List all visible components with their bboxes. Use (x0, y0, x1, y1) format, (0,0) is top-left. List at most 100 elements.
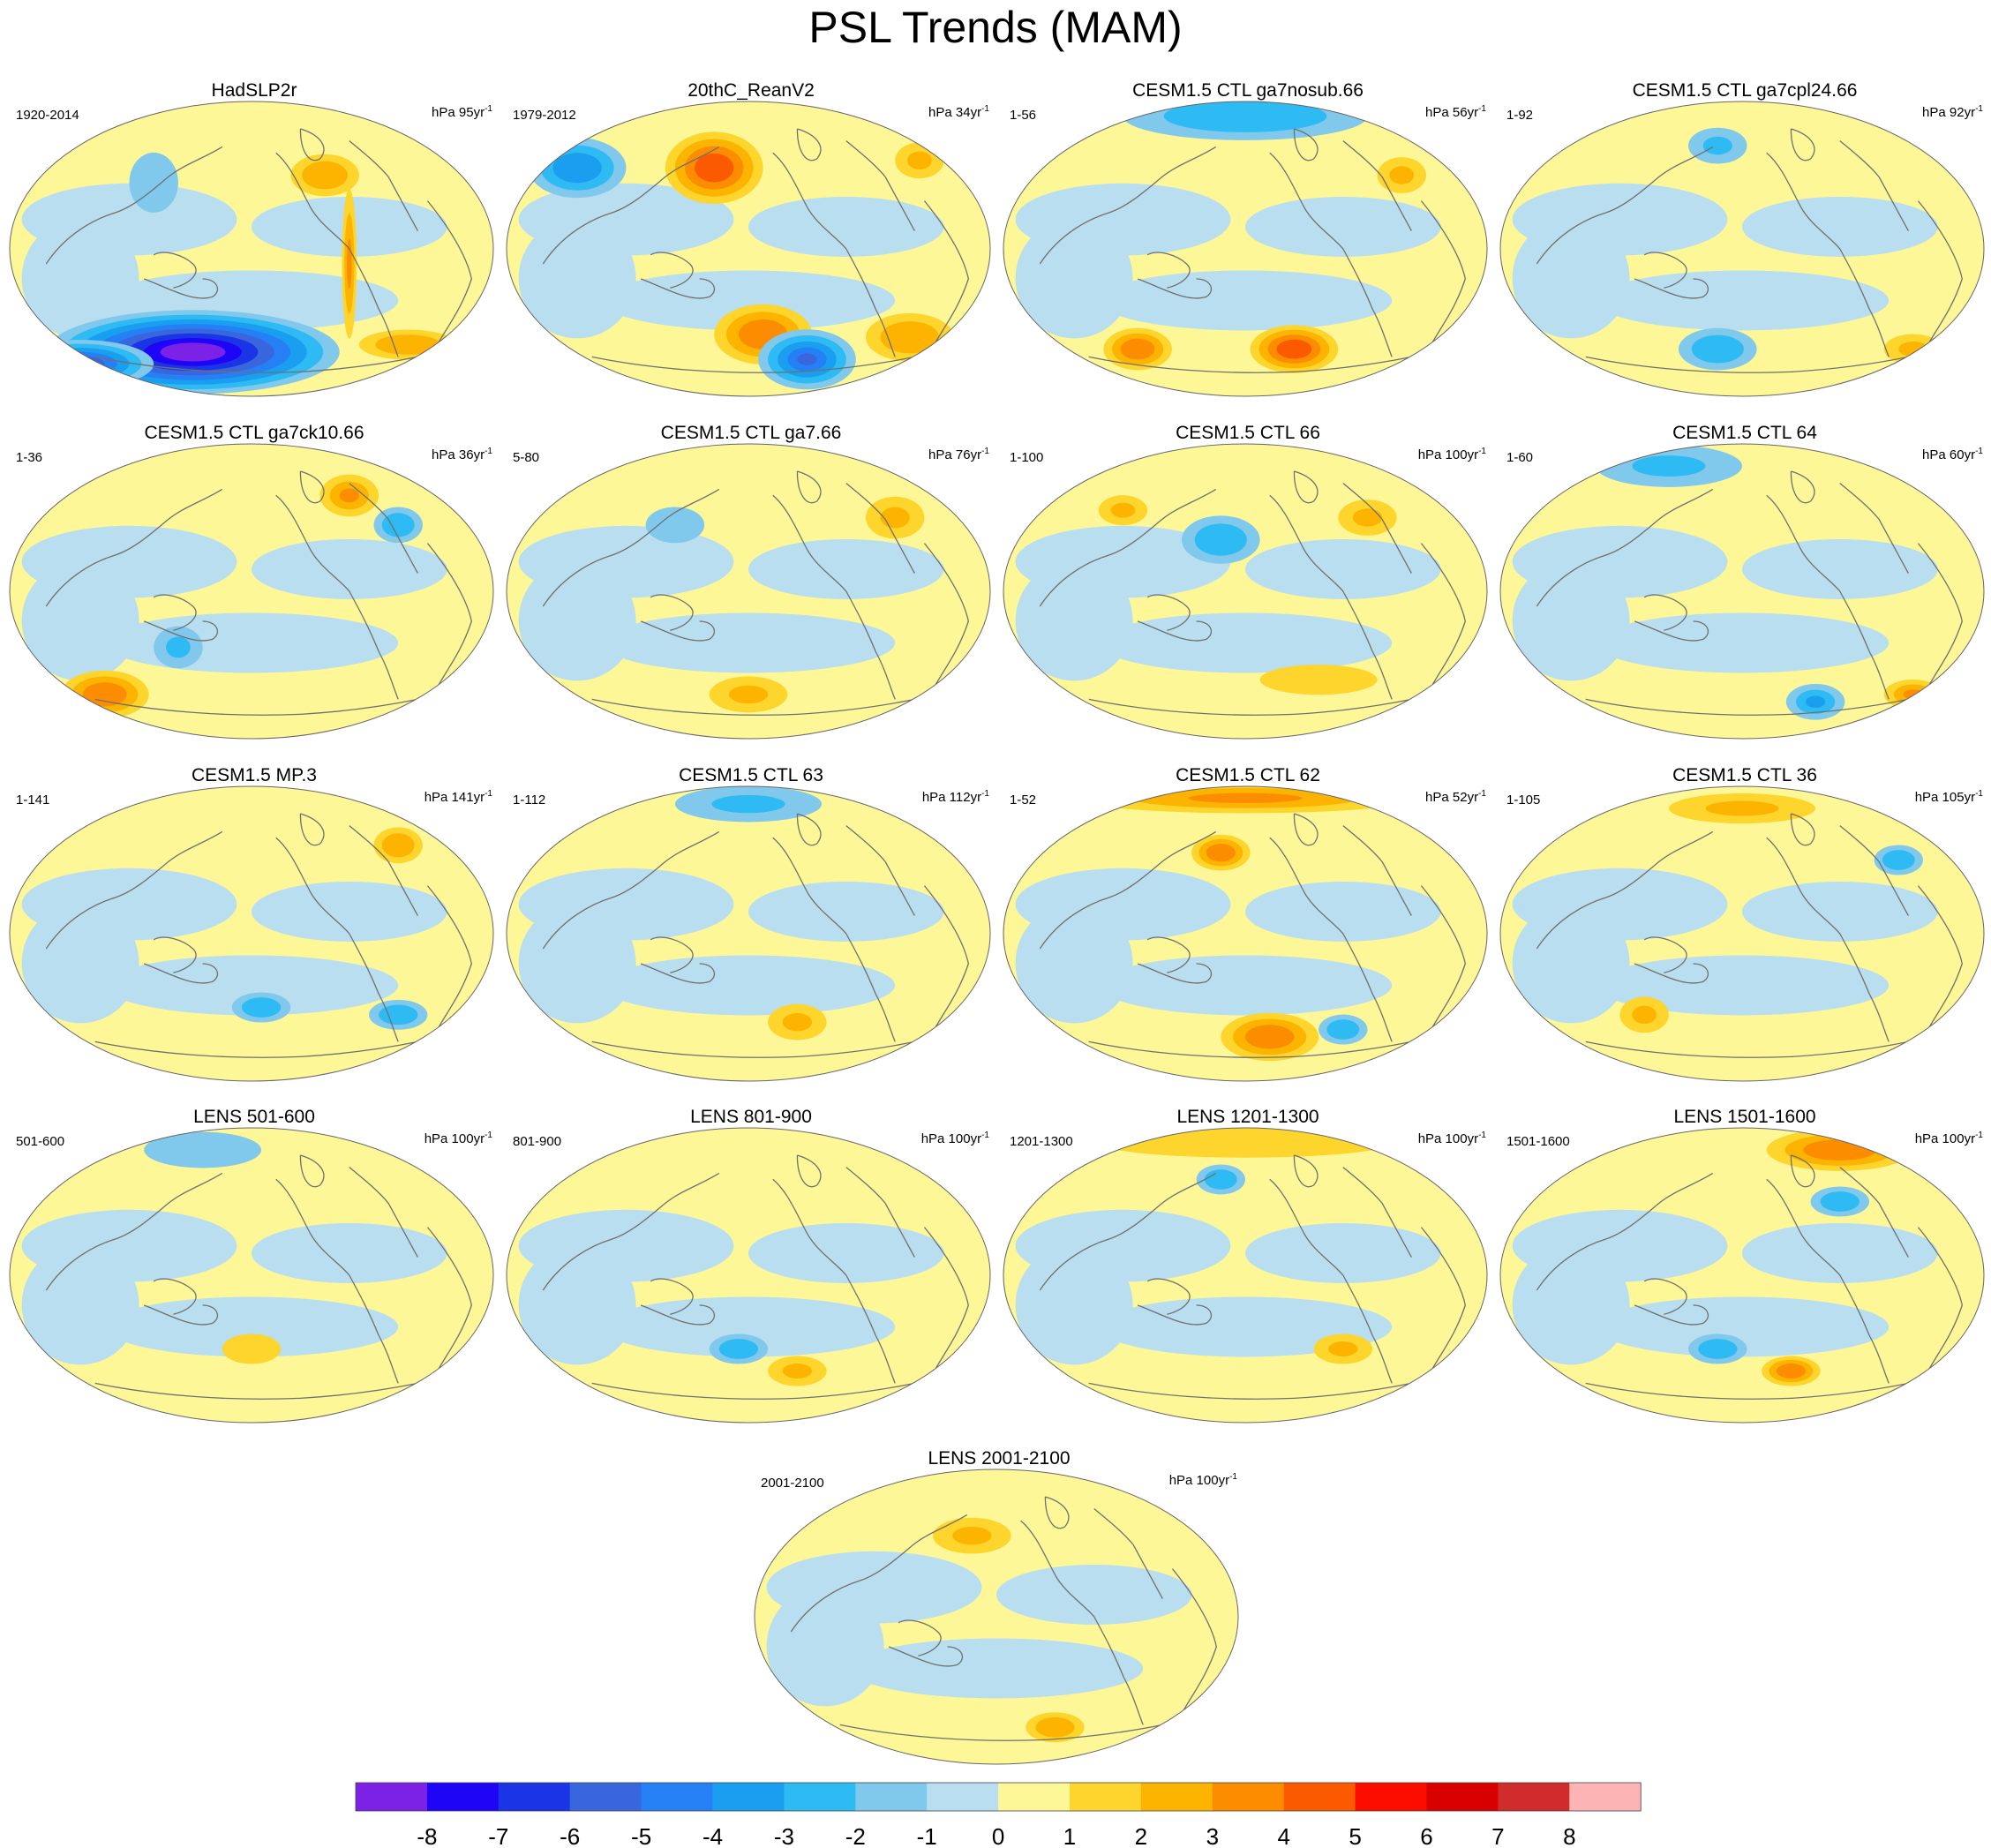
coastline (924, 544, 968, 687)
coastline (154, 1279, 196, 1314)
map-border (1003, 443, 1488, 740)
coastline (427, 1228, 471, 1371)
panel-units-text: hPa 100yr (920, 1131, 982, 1146)
panel-year-range: 801-900 (513, 1134, 562, 1149)
panel-units-exponent: -1 (1478, 1131, 1486, 1140)
panel-title: HadSLP2r (211, 80, 297, 101)
panel-units: hPa 105yr-1 (1915, 789, 1983, 805)
panel-units: hPa 52yr-1 (1425, 789, 1486, 805)
coastline (427, 886, 471, 1030)
map-panel: CESM1.5 CTL 66 1-100 hPa 100yr-1 (1001, 422, 1495, 748)
panel-units-exponent: -1 (1478, 789, 1486, 799)
coastline (1343, 826, 1412, 916)
map-border (754, 1469, 1239, 1765)
map-panel: CESM1.5 CTL ga7.66 5-80 hPa 76yr-1 (504, 422, 998, 748)
map-background-band (1098, 955, 1393, 1016)
trend-contour (1257, 1031, 1282, 1043)
coastline (154, 595, 196, 630)
colorbar-frame (355, 1782, 1642, 1812)
coastline (641, 621, 714, 641)
panel-title: CESM1.5 CTL ga7.66 (660, 423, 842, 443)
coastline (95, 1041, 418, 1057)
map-background-band (601, 612, 896, 673)
coastline (349, 484, 418, 574)
coastline (773, 495, 896, 699)
coastline (1918, 544, 1962, 687)
coastline (543, 1173, 718, 1290)
colorbar-tick-label: 0 (992, 1823, 1004, 1848)
map-panel: LENS 2001-2100 2001-2100 hPa 100yr-1 (752, 1447, 1246, 1774)
trend-contour (166, 636, 191, 658)
panel-title: LENS 1501-1600 (1673, 1107, 1816, 1127)
coastline (924, 886, 968, 1030)
panel-units-text: hPa 112yr (921, 790, 982, 805)
trend-contour (237, 1341, 267, 1356)
map-background-band (1098, 270, 1393, 331)
trend-contour (1389, 166, 1415, 184)
map-border (1499, 443, 1985, 740)
panel-year-range: 1-92 (1506, 108, 1534, 123)
coastline (1918, 886, 1962, 1030)
trend-contour (1334, 1024, 1352, 1035)
colorbar-tick-label: 7 (1491, 1823, 1504, 1848)
trend-contour (43, 351, 117, 376)
coastline (543, 489, 718, 606)
coastline (791, 1514, 966, 1632)
map-background-band (1245, 881, 1441, 942)
coastline (1294, 1155, 1318, 1187)
coastline (46, 146, 222, 264)
panel-year-range: 1-141 (16, 793, 50, 808)
coastline (1586, 357, 1909, 372)
coastline (641, 964, 714, 983)
panel-title: CESM1.5 CTL ga7ck10.66 (144, 423, 364, 443)
map-background-band (518, 560, 636, 681)
map-background-band (104, 612, 399, 673)
coastline (1840, 484, 1909, 574)
coastline (840, 1724, 1163, 1740)
map-svg (1499, 443, 1985, 740)
map-svg (1003, 101, 1488, 397)
map-svg (9, 1127, 494, 1424)
coastline (1045, 1497, 1069, 1529)
coastline (1644, 937, 1687, 973)
panel-units-text: hPa 100yr (1417, 1131, 1479, 1146)
coastline (1147, 595, 1190, 630)
trend-contour (1829, 1196, 1850, 1207)
map-background-band (21, 903, 139, 1024)
trend-contour (1204, 108, 1287, 124)
colorbar-tick-label: -1 (917, 1823, 937, 1848)
panel-year-range: 2001-2100 (761, 1476, 824, 1491)
trend-contour (952, 1526, 992, 1545)
map-panel: LENS 1201-1300 1201-1300 hPa 100yr-1 (1001, 1106, 1495, 1432)
coastline (1536, 1173, 1712, 1290)
map-svg (1499, 101, 1985, 397)
trend-contour (782, 1363, 813, 1379)
coastline (1343, 1168, 1412, 1258)
panel-units-exponent: -1 (1975, 789, 1983, 799)
coastline (1421, 201, 1465, 345)
coastline (1586, 1383, 1909, 1399)
panel-units-exponent: -1 (1229, 1472, 1237, 1482)
trend-contour (704, 160, 725, 176)
colorbar-swatch (426, 1783, 500, 1811)
colorbar-tick-label: -7 (488, 1823, 508, 1848)
coastline (1644, 595, 1687, 630)
panel-units-text: hPa 95yr (432, 105, 485, 120)
coastline (1586, 1041, 1909, 1057)
map-background-band (1015, 218, 1133, 339)
coastline (650, 252, 693, 288)
map-background-band (996, 1564, 1192, 1625)
panel-units-exponent: -1 (1975, 447, 1983, 456)
coastline (641, 279, 714, 298)
coastline (144, 964, 217, 983)
colorbar-tick-label: -2 (845, 1823, 866, 1848)
coastline (144, 1305, 217, 1325)
panel-year-range: 1501-1600 (1506, 1134, 1570, 1149)
trend-contour (1784, 1367, 1799, 1375)
colorbar-swatch (998, 1783, 1071, 1811)
map-background-band (748, 1222, 944, 1283)
colorbar-tick-label: -6 (560, 1823, 580, 1848)
colorbar-swatch (1070, 1783, 1142, 1811)
coastline (1147, 252, 1190, 288)
coastline (1147, 1279, 1190, 1314)
